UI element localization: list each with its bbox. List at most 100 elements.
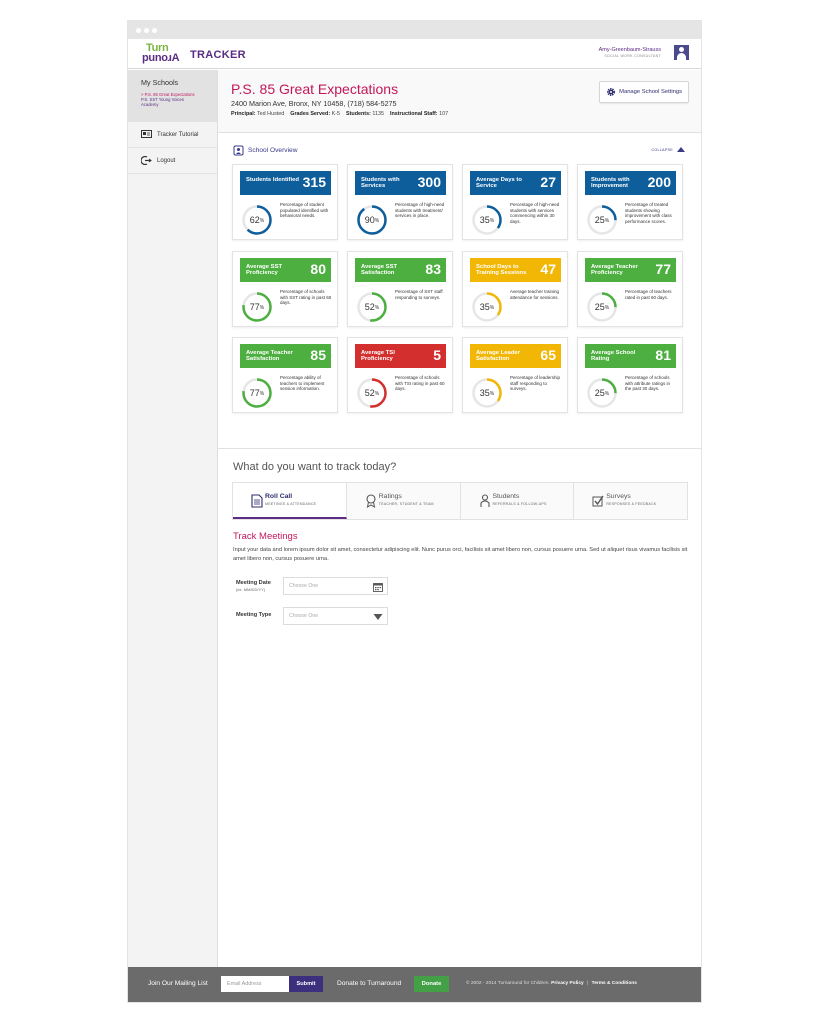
- turnaround-logo[interactable]: Turn punoɹA TRACKER: [142, 42, 246, 65]
- grades-label: Grades Served:: [290, 111, 331, 117]
- sidebar-school-sst[interactable]: P.S. SST Young Voices: [141, 97, 184, 103]
- section-divider: [218, 448, 701, 449]
- calendar-icon[interactable]: [373, 582, 383, 592]
- progress-ring-fill: [242, 292, 272, 322]
- tab-students[interactable]: Students REFERRALS & FOLLOW-UPS: [461, 483, 575, 519]
- metric-description: Percentage of high-need students with tr…: [395, 202, 445, 218]
- avatar-head: [679, 47, 684, 52]
- metric-card[interactable]: Average Teacher Satisfaction 85 77% Percent…: [232, 337, 338, 413]
- avatar[interactable]: [674, 45, 689, 60]
- metric-value: 315: [302, 174, 326, 190]
- sidebar-item-logout[interactable]: Logout: [128, 148, 217, 174]
- progress-ring-fill: [472, 378, 502, 408]
- manage-button-label: Manage School Settings: [619, 89, 682, 95]
- main-content: P.S. 85 Great Expectations 2400 Marion A…: [218, 70, 701, 625]
- sidebar-school-sst-line2[interactable]: Academy: [141, 102, 159, 108]
- metric-percent: 52%: [356, 291, 388, 323]
- metric-description: Percentage of SST staff responding to su…: [395, 289, 443, 300]
- progress-ring-fill: [472, 205, 502, 235]
- students-value: 1135: [372, 111, 384, 117]
- metric-percent-number: 25: [594, 215, 605, 225]
- metric-percent: 35%: [471, 377, 503, 409]
- metric-card[interactable]: Average Teacher Proficiency 77 25% Percenta…: [577, 251, 683, 327]
- metric-card[interactable]: Students with Improvement 200 25% Percentag…: [577, 164, 683, 240]
- metric-card[interactable]: Average TSI Proficiency 5 52% Percentage of…: [347, 337, 453, 413]
- students-label: Students:: [346, 111, 371, 117]
- metric-card-header: Average Teacher Proficiency 77: [585, 258, 676, 282]
- metric-card-header: Average SST Satisfaction 83: [355, 258, 446, 282]
- percent-sign: %: [489, 218, 495, 224]
- window-dot[interactable]: [136, 27, 141, 33]
- metric-card-header: Average Teacher Satisfaction 85: [240, 344, 331, 368]
- footer-legal: © 2002 - 2014 Turnaround for Children. P…: [466, 981, 637, 986]
- submit-button[interactable]: Submit: [289, 976, 323, 992]
- sidebar-school-ps85[interactable]: > P.S. 85 Great Expectations: [141, 92, 195, 97]
- metric-card[interactable]: Average Leader Satisfaction 65 35% Percenta…: [462, 337, 568, 413]
- metric-card[interactable]: Students Identified 315 62% Percentage of s…: [232, 164, 338, 240]
- tab-title: Roll Call: [265, 493, 293, 500]
- person-icon: [479, 494, 490, 507]
- sidebar-item-tracker-tutorial[interactable]: Tracker Tutorial: [128, 122, 217, 148]
- progress-ring-fill: [587, 378, 617, 408]
- copyright-text: © 2002 - 2014 Turnaround for Children.: [466, 981, 550, 986]
- metric-percent: 77%: [241, 377, 273, 409]
- chevron-up-icon: [677, 147, 685, 152]
- tab-surveys[interactable]: Surveys RESPONSES & FEEDBACK: [574, 483, 687, 519]
- overview-title-text: School Overview: [248, 147, 298, 154]
- percent-sign: %: [489, 391, 495, 397]
- user-info[interactable]: Amy-Greenbaum-Strauss SOCIAL WORK CONSUL…: [599, 47, 661, 58]
- metric-percent: 25%: [586, 204, 618, 236]
- school-overview-title: School Overview: [233, 145, 297, 156]
- metric-percent-number: 52: [364, 302, 375, 312]
- metric-card[interactable]: Average SST Satisfaction 83 52% Percentage …: [347, 251, 453, 327]
- window-dot[interactable]: [144, 27, 149, 33]
- percent-sign: %: [489, 305, 495, 311]
- meeting-date-input[interactable]: Choose One: [283, 577, 388, 595]
- progress-ring: [242, 378, 272, 408]
- school-address: 2400 Marion Ave, Bronx, NY 10458, (718) …: [231, 99, 397, 108]
- metric-card-header: School Days to Training Sessions 47: [470, 258, 561, 282]
- tab-roll-call[interactable]: Roll Call MEETINGS & ATTENDANCE: [233, 483, 347, 519]
- progress-ring-fill: [587, 205, 617, 235]
- metric-label: Students with Improvement: [591, 177, 630, 189]
- email-input[interactable]: Email Address: [221, 976, 289, 992]
- metric-percent-number: 77: [249, 302, 260, 312]
- metric-card-header: Students with Services 300: [355, 171, 446, 195]
- track-meetings-title: Track Meetings: [233, 531, 298, 542]
- metric-card[interactable]: Students with Services 300 90% Percentage o…: [347, 164, 453, 240]
- manage-school-settings-button[interactable]: Manage School Settings: [599, 81, 689, 103]
- logout-icon: [141, 156, 152, 165]
- metric-card[interactable]: Average Days to Service 27 35% Percentage o…: [462, 164, 568, 240]
- metric-percent-number: 25: [594, 302, 605, 312]
- terms-link[interactable]: Terms & Conditions: [591, 981, 637, 986]
- browser-window: Turn punoɹA TRACKER Amy-Greenbaum-Straus…: [128, 21, 701, 1002]
- privacy-policy-link[interactable]: Privacy Policy: [551, 981, 584, 986]
- logo-turn-text: Turn: [146, 42, 169, 54]
- metric-percent: 77%: [241, 291, 273, 323]
- progress-ring-fill: [357, 292, 387, 322]
- percent-sign: %: [374, 218, 380, 224]
- metric-card[interactable]: Average School Rating 81 25% Percentage of …: [577, 337, 683, 413]
- progress-ring: [242, 205, 272, 235]
- collapse-label: COLLAPSE: [651, 147, 673, 152]
- sidebar: My Schools > P.S. 85 Great Expectations …: [128, 70, 218, 967]
- metric-percent: 62%: [241, 204, 273, 236]
- meeting-date-label: Meeting Date (ex. MM/DD/YY): [236, 580, 271, 592]
- meeting-type-select[interactable]: Choose One: [283, 607, 388, 625]
- metric-description: Percentage of student populated identifi…: [280, 202, 329, 218]
- metric-description: Percentage ability of teachers to implem…: [280, 375, 325, 391]
- window-dot[interactable]: [152, 27, 157, 33]
- tab-ratings[interactable]: Ratings TEACHER, STUDENT & TEAM: [347, 483, 461, 519]
- metric-value: 83: [425, 261, 441, 277]
- principal-value: Ted Husted: [256, 111, 285, 117]
- metric-card[interactable]: Average SST Proficiency 80 77% Percentage o…: [232, 251, 338, 327]
- metric-card[interactable]: School Days to Training Sessions 47 35% Ave…: [462, 251, 568, 327]
- logo-mark: Turn punoɹA: [142, 42, 188, 65]
- overview-header: School Overview COLLAPSE: [218, 133, 701, 163]
- collapse-toggle[interactable]: COLLAPSE: [651, 147, 685, 152]
- percent-sign: %: [374, 305, 380, 311]
- donate-button[interactable]: Donate: [414, 976, 449, 992]
- logo-tracker-text: TRACKER: [190, 49, 246, 61]
- metric-value: 47: [540, 261, 556, 277]
- percent-sign: %: [604, 305, 610, 311]
